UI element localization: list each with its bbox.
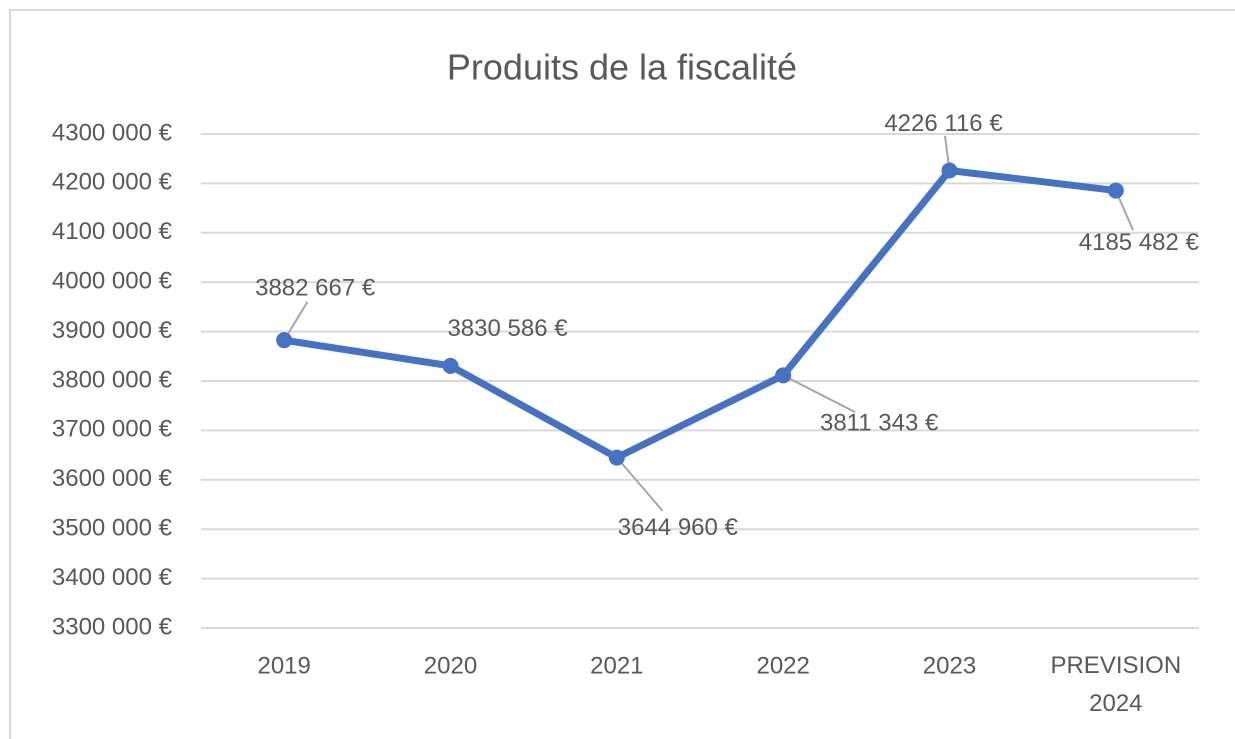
- data-label: 3811 343 €: [820, 410, 939, 437]
- point-marker: [941, 162, 958, 179]
- x-tick-label: 2022: [756, 652, 809, 679]
- y-tick-label: 3800 000 €: [52, 366, 173, 393]
- chart-title: Produits de la fiscalité: [447, 47, 797, 88]
- point-marker: [775, 367, 792, 384]
- x-tick-label: 2019: [257, 652, 310, 679]
- leader-line: [616, 456, 664, 512]
- y-tick-label: 3900 000 €: [52, 317, 173, 344]
- data-label: 3882 667 €: [255, 275, 376, 302]
- y-tick-label: 3600 000 €: [52, 465, 173, 492]
- series-line: [283, 166, 1117, 462]
- data-label: 4226 116 €: [884, 110, 1003, 137]
- y-tick-label: 3700 000 €: [52, 416, 173, 443]
- y-tick-label: 3500 000 €: [52, 515, 173, 542]
- point-marker: [1107, 182, 1124, 199]
- x-tick-label: 2023: [923, 652, 976, 679]
- point-marker: [276, 332, 293, 349]
- x-tick-label: 2021: [590, 652, 643, 679]
- y-tick-label: 4200 000 €: [52, 169, 173, 196]
- leader-line: [782, 374, 856, 414]
- chart-frame: [9, 9, 1235, 739]
- point-marker: [442, 357, 459, 374]
- point-marker: [608, 449, 625, 466]
- data-label: 3830 586 €: [447, 315, 568, 342]
- data-label: 3644 960 €: [618, 514, 739, 541]
- y-tick-label: 3300 000 €: [52, 613, 173, 640]
- y-tick-label: 4000 000 €: [52, 268, 173, 295]
- x-tick-label: 2020: [424, 652, 477, 679]
- y-tick-label: 4100 000 €: [52, 218, 173, 245]
- data-label: 4185 482 €: [1079, 229, 1200, 256]
- y-tick-label: 4300 000 €: [52, 119, 173, 146]
- y-tick-label: 3400 000 €: [52, 564, 173, 591]
- x-tick-label: PREVISION 2024: [1050, 652, 1181, 717]
